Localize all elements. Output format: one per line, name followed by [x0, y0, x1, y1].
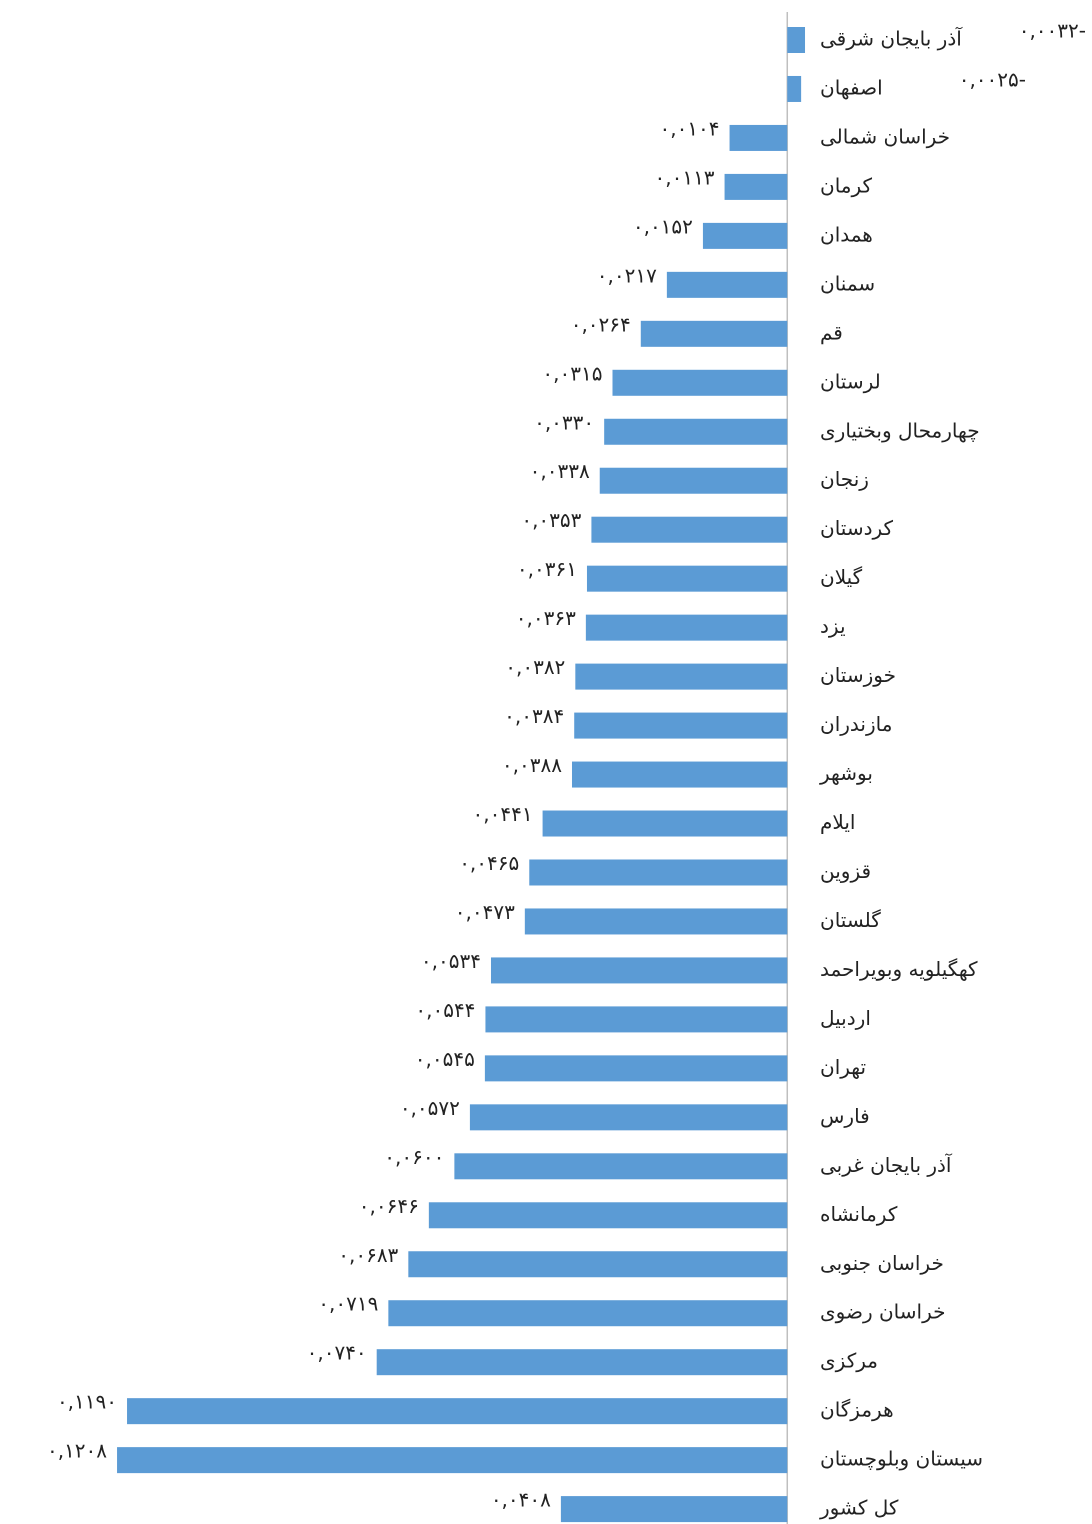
value-label: ۰,۰۷۱۹ [318, 1292, 378, 1316]
category-label: مازندران [820, 712, 892, 736]
value-label: ۰,۰۴۴۱ [473, 802, 533, 826]
bar [571, 761, 788, 788]
value-label: ۰,۰۳۳۸ [530, 459, 590, 483]
value-label: ۰,۰۲۱۷ [597, 263, 657, 287]
bar [604, 418, 788, 445]
category-label: کهگیلویه وبویراحمد [820, 957, 978, 981]
bar [729, 124, 788, 151]
value-label: ۰,۰۱۰۴ [659, 116, 719, 140]
category-label: گیلان [820, 565, 863, 589]
category-label: اردبیل [820, 1006, 871, 1030]
bar [787, 75, 802, 102]
category-label: خراسان جنوبی [820, 1251, 944, 1275]
bar [574, 712, 788, 739]
value-label: ۰,۰۶۰۰ [384, 1145, 444, 1169]
value-label: ۰,۰۳۱۵ [542, 361, 602, 385]
bar [388, 1300, 788, 1327]
value-label: ۰,۱۱۹۰ [57, 1390, 117, 1414]
category-label: سیستان وبلوچستان [820, 1447, 983, 1471]
bar [787, 27, 806, 53]
value-label: ۰,۱۲۰۸ [47, 1439, 107, 1463]
category-label: زنجان [820, 467, 869, 491]
value-label: ۰,۰۵۴۴ [415, 998, 475, 1022]
bar [586, 565, 788, 592]
value-label: ۰,۰۳۳۰ [534, 410, 594, 434]
category-label: اصفهان [820, 75, 883, 99]
value-label: ۰,۰۶۴۶ [359, 1194, 419, 1218]
bar [376, 1349, 788, 1376]
category-label: چهارمحال وبختیاری [820, 418, 980, 442]
category-label: کرمانشاه [820, 1202, 898, 1226]
value-label: ۰,۰۱۱۳ [654, 165, 714, 189]
value-label: ۰,۰۶۸۳ [338, 1243, 398, 1267]
bar [485, 1006, 788, 1033]
category-label: خوزستان [820, 663, 896, 687]
value-label: ۰,۰۳۸۸ [502, 753, 562, 777]
bar [666, 271, 788, 298]
bar [724, 173, 788, 200]
category-label: هرمزگان [820, 1398, 894, 1422]
value-label: ۰,۰۳۶۳ [516, 606, 576, 630]
value-label: ۰,۰۳۵۳ [521, 508, 581, 532]
value-label: ۰,۰۳۸۲ [505, 655, 565, 679]
category-label: لرستان [820, 369, 881, 393]
value-label: ۰,۰۳۶۱ [517, 557, 577, 581]
category-label: تهران [820, 1055, 866, 1079]
bar [127, 1398, 788, 1425]
value-label: ۰,۰۱۵۲ [633, 214, 693, 238]
category-label: کردستان [820, 516, 894, 540]
category-label: همدان [820, 222, 873, 246]
bar [524, 908, 788, 935]
value-label: ۰,۰۴۰۸ [491, 1488, 551, 1512]
bar [428, 1202, 788, 1229]
bar [484, 1055, 788, 1082]
value-label: ۰,۰۴۶۵ [459, 851, 519, 875]
category-label: آذر بایجان شرقی [820, 26, 963, 51]
category-label: کل کشور [819, 1496, 899, 1520]
bar [529, 859, 788, 886]
category-label: گلستان [820, 908, 881, 932]
bar [454, 1153, 788, 1180]
category-label: مرکزی [820, 1349, 878, 1373]
bar [469, 1104, 788, 1131]
bar [702, 222, 788, 249]
bar [612, 369, 788, 396]
bar [575, 663, 788, 690]
bar [591, 516, 788, 543]
bar [408, 1251, 788, 1278]
category-label: قم [820, 320, 843, 344]
bar [585, 614, 788, 641]
value-label: ۰,۰۳۸۴ [504, 704, 564, 728]
bar [490, 957, 788, 984]
bar [640, 320, 788, 347]
value-label: ۰,۰۰۳۲- [1019, 19, 1086, 43]
value-label: ۰,۰۵۷۲ [400, 1096, 460, 1120]
value-label: ۰,۰۷۴۰ [307, 1341, 367, 1365]
value-label: ۰,۰۴۷۳ [455, 900, 515, 924]
category-label: بوشهر [819, 761, 873, 785]
category-label: فارس [820, 1104, 870, 1128]
category-label: خراسان شمالی [820, 124, 950, 148]
bar [542, 810, 788, 837]
category-label: خراسان رضوی [820, 1300, 945, 1324]
bar [117, 1447, 788, 1474]
category-label: یزد [820, 614, 846, 638]
category-label: آذر بایجان غربی [820, 1152, 953, 1177]
category-label: قزوین [820, 859, 871, 883]
value-label: ۰,۰۲۶۴ [571, 312, 631, 336]
category-label: ایلام [820, 810, 855, 834]
value-label: ۰,۰۵۴۵ [415, 1047, 475, 1071]
category-label: سمنان [820, 271, 875, 295]
bar [560, 1496, 788, 1523]
category-label: کرمان [820, 173, 873, 197]
bar [599, 467, 788, 494]
value-label: ۰,۰۰۲۵- [959, 67, 1026, 91]
value-label: ۰,۰۵۳۴ [421, 949, 481, 973]
